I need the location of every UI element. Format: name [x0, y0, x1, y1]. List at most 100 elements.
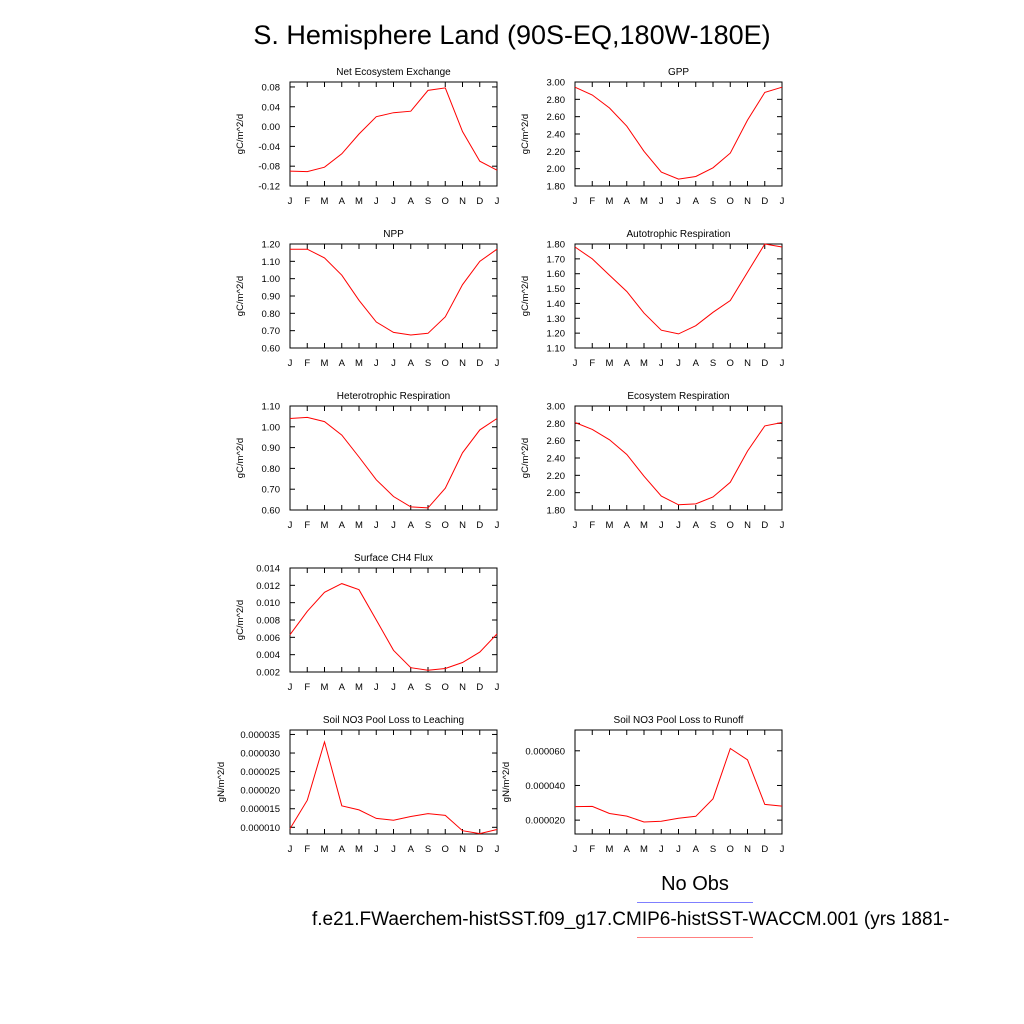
x-tick-label: J [374, 358, 379, 369]
y-axis-label: gN/m^2/d [216, 762, 227, 802]
plot-title: Ecosystem Respiration [627, 391, 729, 402]
x-tick-label: J [573, 196, 578, 207]
x-tick-label: N [459, 520, 466, 531]
plot-frame [574, 81, 783, 187]
x-tick-label: N [744, 844, 751, 855]
series-line [289, 416, 498, 509]
y-tick-label: 0.000030 [240, 749, 280, 760]
x-tick-label: O [727, 520, 734, 531]
x-tick-label: M [606, 844, 614, 855]
x-tick-label: J [780, 358, 785, 369]
x-tick-label: J [780, 844, 785, 855]
y-tick-label: 0.90 [262, 443, 281, 454]
y-tick-label: 0.000040 [525, 781, 565, 792]
x-tick-label: M [640, 844, 648, 855]
y-tick-label: 0.00 [262, 122, 281, 133]
x-tick-label: A [408, 844, 415, 855]
series-line [289, 583, 498, 671]
plot-title: Net Ecosystem Exchange [336, 67, 451, 78]
x-tick-label: O [442, 196, 449, 207]
x-tick-label: J [659, 196, 664, 207]
y-tick-label: -0.08 [258, 162, 280, 173]
x-tick-label: J [374, 844, 379, 855]
x-tick-label: M [321, 682, 329, 693]
y-axis-label: gN/m^2/d [501, 762, 512, 802]
series-line [574, 422, 783, 506]
x-tick-label: A [693, 196, 700, 207]
x-tick-label: A [339, 520, 346, 531]
x-tick-label: O [727, 358, 734, 369]
y-tick-label: 3.00 [547, 402, 566, 413]
x-tick-label: A [408, 682, 415, 693]
y-tick-label: 0.008 [256, 616, 280, 627]
x-tick-label: J [391, 196, 396, 207]
series-line [574, 747, 783, 823]
y-tick-label: 2.80 [547, 95, 566, 106]
x-tick-label: A [408, 520, 415, 531]
x-tick-label: N [459, 358, 466, 369]
y-tick-label: 0.90 [262, 292, 281, 303]
y-tick-label: 1.80 [547, 182, 566, 193]
x-tick-label: J [288, 196, 293, 207]
y-tick-label: 0.80 [262, 309, 281, 320]
x-tick-label: J [374, 520, 379, 531]
y-tick-label: 2.40 [547, 130, 566, 141]
x-tick-label: J [495, 682, 500, 693]
x-tick-label: A [408, 358, 415, 369]
x-tick-label: M [355, 196, 363, 207]
x-tick-label: J [676, 520, 681, 531]
plot-title: Surface CH4 Flux [354, 553, 433, 564]
plot-title: Soil NO3 Pool Loss to Leaching [323, 715, 464, 726]
x-tick-label: S [710, 196, 716, 207]
x-tick-label: D [476, 682, 483, 693]
x-tick-label: J [659, 520, 664, 531]
x-tick-label: S [425, 844, 431, 855]
plot-frame [289, 405, 498, 511]
y-tick-label: 1.60 [547, 269, 566, 280]
y-tick-label: 0.014 [256, 564, 280, 575]
x-tick-label: S [710, 844, 716, 855]
y-tick-label: 1.30 [547, 314, 566, 325]
x-tick-label: M [355, 520, 363, 531]
plot-frame [574, 405, 783, 511]
y-tick-label: 0.002 [256, 668, 280, 679]
y-tick-label: 2.60 [547, 112, 566, 123]
x-tick-label: J [676, 358, 681, 369]
y-tick-label: 0.000035 [240, 730, 280, 741]
x-tick-label: J [495, 844, 500, 855]
y-tick-label: 0.006 [256, 633, 280, 644]
x-tick-label: F [589, 844, 595, 855]
x-tick-label: O [442, 844, 449, 855]
x-tick-label: A [693, 358, 700, 369]
x-tick-label: J [495, 358, 500, 369]
x-tick-label: F [304, 844, 310, 855]
x-tick-label: S [425, 358, 431, 369]
x-tick-label: J [288, 844, 293, 855]
series-line [290, 248, 498, 336]
x-tick-label: M [606, 520, 614, 531]
y-tick-label: 1.10 [262, 402, 281, 413]
x-tick-label: J [780, 520, 785, 531]
x-tick-label: S [425, 196, 431, 207]
y-tick-label: 1.80 [547, 506, 566, 517]
y-tick-label: 0.012 [256, 581, 280, 592]
x-tick-label: N [744, 358, 751, 369]
x-tick-label: S [710, 358, 716, 369]
x-tick-label: O [442, 520, 449, 531]
plot-title: Soil NO3 Pool Loss to Runoff [614, 715, 744, 726]
x-tick-label: A [339, 196, 346, 207]
plot-frame [574, 243, 783, 349]
y-tick-label: 1.20 [547, 329, 566, 340]
plot-title: Autotrophic Respiration [627, 229, 731, 240]
x-tick-label: D [476, 358, 483, 369]
plot-title: GPP [668, 67, 689, 78]
y-tick-label: 1.50 [547, 284, 566, 295]
y-axis-label: gC/m^2/d [235, 114, 246, 154]
x-tick-label: D [476, 196, 483, 207]
y-axis-label: gC/m^2/d [520, 438, 531, 478]
x-tick-label: J [288, 682, 293, 693]
